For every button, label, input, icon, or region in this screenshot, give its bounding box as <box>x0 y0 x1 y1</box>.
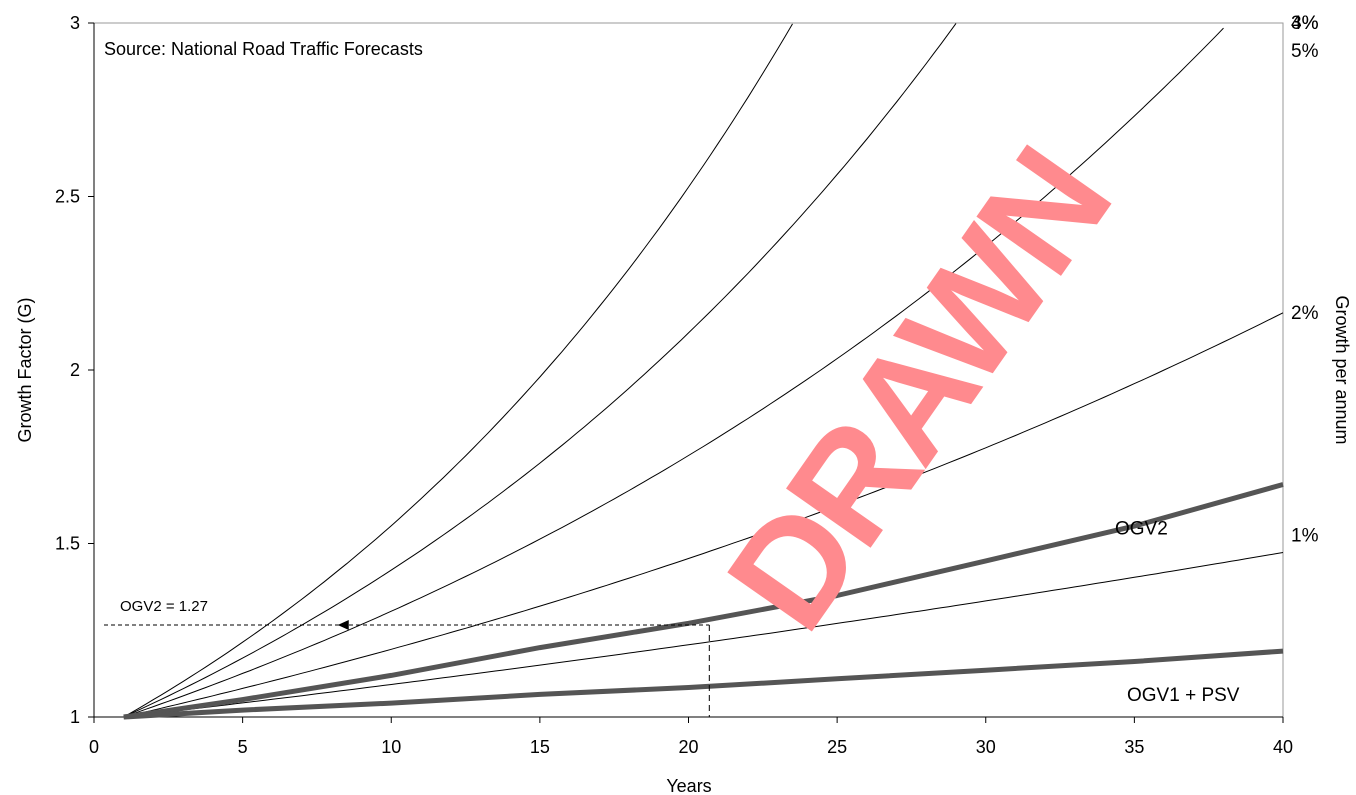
x-axis-title: Years <box>666 776 711 795</box>
x-tick-label: 20 <box>678 737 698 757</box>
series-lines: OGV2 OGV1 + PSV <box>123 482 1284 720</box>
rate-curve-line <box>123 312 1284 718</box>
y-tick-label: 3 <box>70 13 80 33</box>
x-tick-label: 0 <box>89 737 99 757</box>
rate-curve-label: 2% <box>1291 303 1319 324</box>
x-tick-labels: 0 5 10 15 20 25 30 35 40 <box>89 717 1293 757</box>
plot-frame <box>93 22 1284 718</box>
y-tick-label: 1.5 <box>55 534 80 554</box>
y-tick-labels: 1 1.5 2 2.5 3 <box>55 13 94 727</box>
x-tick-label: 25 <box>827 737 847 757</box>
rate-curves: 5% 4%3% 2% 1% <box>123 13 1319 718</box>
x-tick-label: 5 <box>238 737 248 757</box>
y-axis-title: Growth Factor (G) <box>15 297 35 442</box>
rate-curve-label: 1% <box>1291 525 1319 546</box>
source-note: Source: National Road Traffic Forecasts <box>104 39 423 59</box>
x-tick-label: 10 <box>381 737 401 757</box>
series-line <box>123 482 1284 720</box>
rate-curve-label: 3% <box>1291 13 1319 34</box>
series-line <box>123 648 1284 720</box>
y-tick-label: 2.5 <box>55 187 80 207</box>
series-label: OGV2 <box>1115 519 1168 540</box>
rate-curve-line <box>123 27 1224 718</box>
rate-curve-line <box>123 552 1284 718</box>
arrow-left-icon <box>337 620 349 631</box>
x-tick-label: 35 <box>1124 737 1144 757</box>
plot-area <box>93 22 1284 718</box>
rate-curve-line <box>123 23 793 718</box>
y-tick-label: 1 <box>70 707 80 727</box>
annotation-label: OGV2 = 1.27 <box>120 598 208 615</box>
right-axis-title: Growth per annum <box>1332 295 1352 444</box>
rate-curve-label: 4% <box>1291 13 1319 34</box>
rate-curve-line <box>123 23 957 718</box>
rate-curve-label: 5% <box>1291 41 1319 62</box>
x-tick-label: 15 <box>530 737 550 757</box>
y-tick-label: 2 <box>70 360 80 380</box>
annotation: OGV2 = 1.27 <box>104 598 710 717</box>
x-tick-label: 30 <box>976 737 996 757</box>
x-tick-label: 40 <box>1273 737 1293 757</box>
series-label: OGV1 + PSV <box>1127 685 1240 706</box>
